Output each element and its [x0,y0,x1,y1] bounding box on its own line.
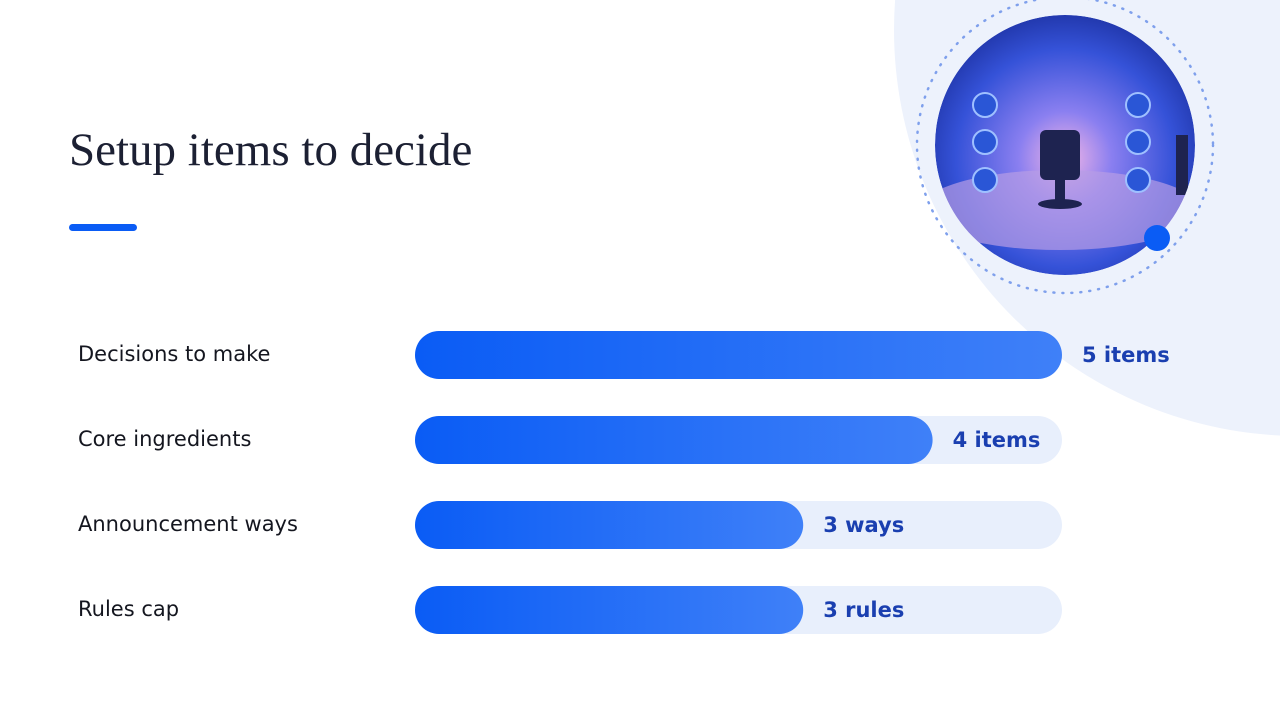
illustration [935,15,1195,275]
category-label: Decisions to make [78,342,270,366]
value-label: 3 rules [823,598,904,622]
accent-dot [1144,225,1170,251]
value-label: 5 items [1082,343,1170,367]
dotted-ring [915,0,1215,295]
bar [415,416,933,464]
chart-title: Setup items to decide [69,124,472,176]
value-label: 3 ways [823,513,904,537]
category-label: Announcement ways [78,512,298,536]
bar [415,331,1062,379]
category-label: Core ingredients [78,427,251,451]
bar [415,586,804,634]
bar [415,501,804,549]
value-label: 4 items [953,428,1041,452]
title-underline [69,224,137,231]
category-label: Rules cap [78,597,179,621]
